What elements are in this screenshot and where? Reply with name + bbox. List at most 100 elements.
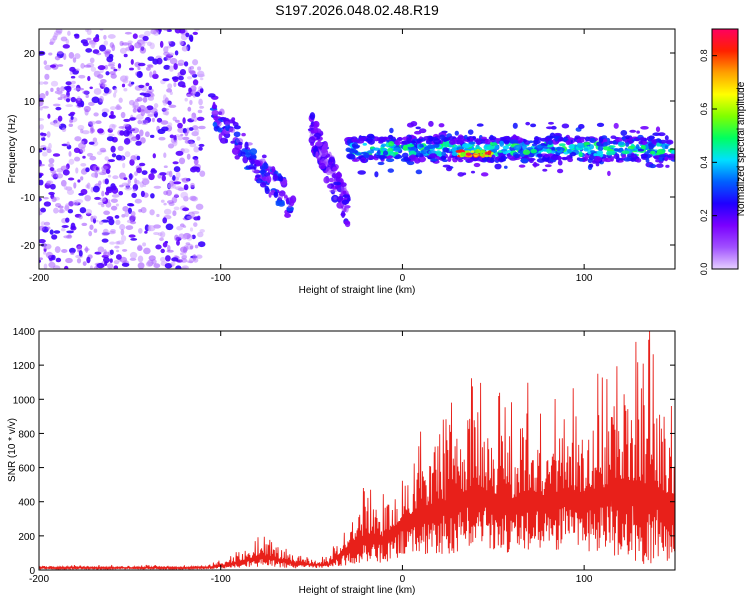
heatmap-cell [128,234,136,238]
heatmap-cell [192,31,199,36]
heatmap-cell [129,251,138,259]
heatmap-cell [124,186,132,191]
heatmap-cell [262,162,269,170]
heatmap-cell [118,126,125,129]
heatmap-cell [289,199,295,207]
heatmap-cell [160,199,165,203]
spectrogram-heatmap [39,29,675,269]
heatmap-cell [655,163,664,168]
heatmap-cell [598,137,604,143]
heatmap-cell [176,239,180,246]
heatmap-cell [116,249,120,253]
heatmap-cell [253,163,257,170]
heatmap-cell [128,173,133,181]
heatmap-cell [65,257,73,264]
heatmap-cell [343,207,347,213]
heatmap-cell [544,164,552,168]
heatmap-cell [39,124,44,130]
heatmap-cell [110,198,118,203]
heatmap-cell [607,170,611,177]
heatmap-cell [333,196,337,201]
heatmap-cell [77,102,83,107]
heatmap-cell [388,140,395,147]
heatmap-cell [39,257,43,261]
heatmap-cell [43,221,51,226]
heatmap-cell [255,174,261,179]
heatmap-cell [177,81,186,88]
heatmap-cell [49,229,54,235]
heatmap-cell [546,148,552,154]
heatmap-cell [285,197,290,205]
heatmap-cell [503,165,508,169]
heatmap-cell [557,159,563,166]
heatmap-cell [640,145,646,150]
heatmap-cell [142,35,149,41]
heatmap-cell [199,229,205,233]
heatmap-cell [148,225,156,232]
heatmap-cell [138,228,143,234]
heatmap-cell [351,143,356,148]
heatmap-cell [41,105,50,109]
heatmap-cell [171,257,179,262]
heatmap-cell [172,116,177,122]
heatmap-cell [251,169,260,173]
heatmap-cell [267,165,273,170]
heatmap-cell [175,119,180,123]
heatmap-cell [39,118,45,121]
heatmap-cell [81,222,88,227]
heatmap-cell [197,241,206,248]
heatmap-cell [144,131,150,138]
heatmap-cell [60,227,66,232]
heatmap-cell [122,205,129,212]
heatmap-cell [428,120,434,127]
heatmap-cell [155,244,162,250]
heatmap-cell [636,130,640,134]
heatmap-cell [136,155,141,161]
heatmap-cell [164,263,173,269]
heatmap-cell [132,33,138,40]
heatmap-cell [60,36,68,42]
heatmap-cell [658,154,667,158]
heatmap-cell [393,151,399,155]
heatmap-cell [211,110,219,116]
heatmap-cell [90,66,97,72]
heatmap-cell [39,173,43,179]
heatmap-cell [159,40,164,48]
heatmap-cell [115,241,121,245]
heatmap-cell [48,158,55,164]
heatmap-cell [595,162,600,167]
heatmap-cell [189,140,193,144]
heatmap-cell [513,154,520,159]
heatmap-cell [460,152,467,157]
heatmap-cell [137,120,142,125]
heatmap-cell [163,202,167,206]
heatmap-cell [54,246,61,254]
heatmap-cell [315,141,323,147]
heatmap-cell [140,190,145,198]
heatmap-cell [531,143,538,147]
heatmap-cell [70,251,75,255]
heatmap-cell [259,181,267,188]
heatmap-cell [541,157,550,162]
heatmap-cell [377,161,385,166]
heatmap-cell [630,153,638,159]
heatmap-cell [278,192,283,200]
heatmap-cell [124,151,131,158]
heatmap-cell [103,34,107,40]
heatmap-cell [392,147,402,152]
heatmap-cell [48,163,54,168]
heatmap-cell [46,180,54,185]
heatmap-cell [255,178,263,184]
heatmap-cell [85,94,89,99]
heatmap-cell [69,66,76,72]
heatmap-cell [111,185,117,191]
heatmap-cell [60,93,67,99]
heatmap-cell [134,198,142,204]
heatmap-cell [532,163,540,167]
heatmap-cell [170,261,176,267]
heatmap-cell [190,182,195,188]
heatmap-cell [219,108,225,116]
heatmap-cell [93,112,99,117]
heatmap-cell [50,87,54,93]
